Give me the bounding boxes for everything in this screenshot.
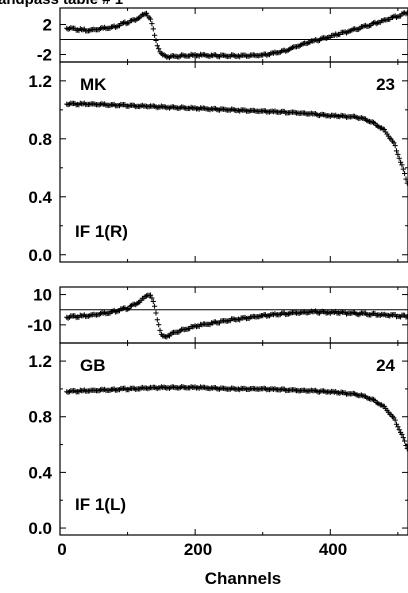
panel-1-if-label: IF 1(R) <box>75 222 128 241</box>
panel-1-ytick-label-3: 0.0 <box>28 246 52 265</box>
panel-3-ytick-label-2: 0.4 <box>28 463 52 482</box>
panel-1-number-label: 23 <box>376 75 395 94</box>
x-tick-0: 0 <box>57 540 66 559</box>
x-axis-label: Channels <box>205 569 282 588</box>
panel-3-ytick-label-3: 0.0 <box>28 519 52 538</box>
panel-2-ytick-label-1: -10 <box>27 316 52 335</box>
panel-1-ytick-label-1: 0.8 <box>28 130 52 149</box>
panel-1-antenna-label: MK <box>80 75 107 94</box>
panel-2-ytick-label-0: 10 <box>33 286 52 305</box>
panel-1-data-trace <box>64 100 408 186</box>
panel-2-data-trace <box>64 292 408 340</box>
x-tick-200: 200 <box>184 540 212 559</box>
panel-3-antenna-label: GB <box>80 356 106 375</box>
panel-0-ytick-label-1: -2 <box>37 46 52 65</box>
panel-3-number-label: 24 <box>376 356 395 375</box>
panel-3-if-label: IF 1(L) <box>75 495 126 514</box>
panel-3-frame <box>59 342 408 536</box>
panel-1-frame <box>59 61 408 263</box>
x-tick-400: 400 <box>319 540 347 559</box>
panel-0-ytick-label-0: 2 <box>43 16 52 35</box>
panel-0-data-trace <box>64 10 408 61</box>
panel-3-ytick-label-1: 0.8 <box>28 408 52 427</box>
panels-layer: 2 -2 1.2 0.8 0.4 0.0 MK 23 IF 1(R) 10 -10 1.2 0.8 0.4… <box>27 7 408 538</box>
panel-3-data-trace <box>64 384 408 452</box>
panel-1-ytick-label-0: 1.2 <box>28 72 52 91</box>
panel-3-ytick-label-0: 1.2 <box>28 352 52 371</box>
figure-title: andpass table # 1 <box>0 0 123 8</box>
panel-1-ytick-label-2: 0.4 <box>28 188 52 207</box>
